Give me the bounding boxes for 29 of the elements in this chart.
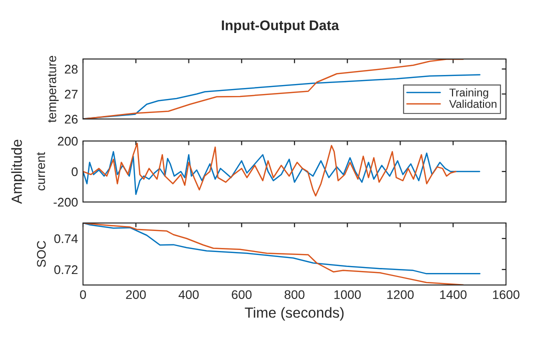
y-axis-title: SOC <box>36 240 46 267</box>
x-tick-label: 1200 <box>387 290 414 300</box>
x-tick-label: 0 <box>80 290 86 300</box>
legend-label: Training <box>449 88 488 99</box>
y-tick-label: 26 <box>64 114 78 124</box>
y-axis-title: current <box>36 152 46 190</box>
line-series <box>83 142 456 197</box>
y-tick-label: 0.72 <box>54 265 78 274</box>
text: Amplitude <box>11 140 25 204</box>
x-tick-label: 1000 <box>334 290 361 300</box>
x-tick-label: 200 <box>126 290 146 300</box>
x-axis-title: Time (seconds) <box>244 307 344 321</box>
y-tick-label: 0 <box>72 167 78 176</box>
x-tick-label: 800 <box>284 290 304 300</box>
y-tick-label: -200 <box>54 198 78 207</box>
y-tick-label: 200 <box>58 136 78 146</box>
legend-label: Validation <box>449 100 496 108</box>
line-series <box>83 223 480 274</box>
line-series <box>83 223 464 285</box>
x-tick-label: 400 <box>178 290 199 300</box>
x-tick-label: 600 <box>232 290 252 300</box>
x-tick-label: 1400 <box>440 290 467 300</box>
y-tick-label: 28 <box>64 64 78 74</box>
line-series <box>83 151 480 195</box>
x-tick-label: 1600 <box>493 290 520 300</box>
y-tick-label: 0.74 <box>54 234 78 244</box>
chart-title: Input-Output Data <box>222 20 340 33</box>
y-axis-title: temperature <box>48 56 59 123</box>
y-tick-label: 27 <box>64 90 78 99</box>
